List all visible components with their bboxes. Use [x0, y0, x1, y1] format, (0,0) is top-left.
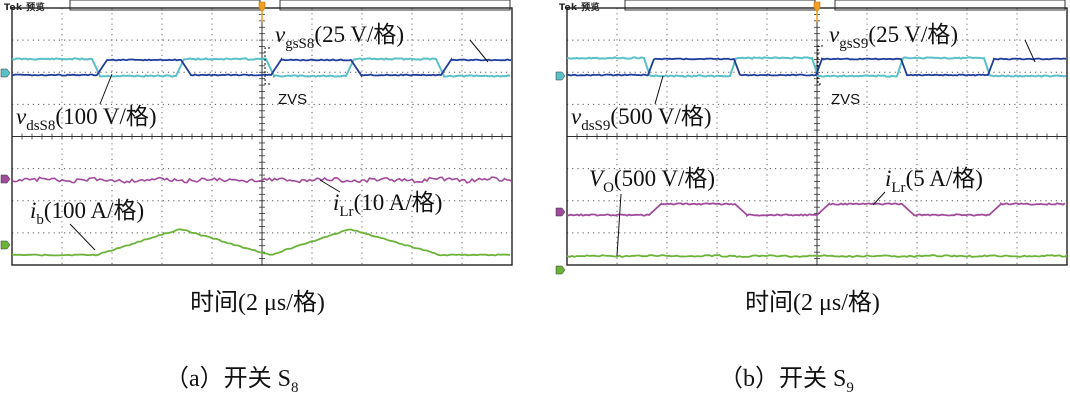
x-axis-label-a: 时间(2 μs/格): [190, 290, 325, 316]
scope-background-b: [555, 0, 1070, 290]
label-v_gsS9: vgsS9(25 V/格): [829, 22, 958, 52]
scope-plot-a: vgsS8(25 V/格)vdsS8(100 V/格)iLr(10 A/格)ib…: [0, 0, 515, 290]
label-v_dsS8: vdsS8(100 V/格): [16, 104, 157, 134]
leader-V_O: [616, 193, 622, 257]
label-i_Lr: iLr(5 A/格): [885, 166, 983, 196]
chart-panel-b: vgsS9(25 V/格) vdsS9(500 V/格) VO(500 V/格) iL…: [555, 0, 1070, 316]
label-i_Lr-sub: Lr: [891, 180, 905, 196]
label-v_dsS9-sub: dsS9: [581, 118, 610, 134]
scope-plot-b: vgsS9(25 V/格)vdsS9(500 V/格)VO(500 V/格) iL…: [555, 0, 1070, 290]
label-v_dsS9-main: v: [571, 104, 582, 129]
ground-marker-ch1-b: [555, 71, 566, 81]
ground-marker-ch4-b: [555, 265, 566, 275]
ground-marker-ch4-a: [0, 240, 11, 250]
trace-i_Lr: [11, 176, 513, 184]
trace-v_dsS9: [566, 56, 1067, 78]
leader-i_Lr: [872, 191, 886, 206]
label-V_O-sub: O: [603, 180, 614, 196]
scope-header-a: Tek 预览: [4, 3, 46, 13]
label-i_b: ib(100 A/格): [30, 198, 144, 228]
chart-panel-a: vgsS8(25 V/格) vdsS8(100 V/格) iLr(10 A/格) ib…: [0, 0, 515, 316]
label-v_gsS9-rest: (25 V/格): [868, 22, 958, 47]
label-i_Lr-main: i: [333, 190, 339, 215]
leader-v_dsS8: [99, 73, 113, 105]
trace-v_gsS8: [11, 57, 512, 78]
label-i_b-rest: (100 A/格): [44, 198, 144, 223]
leader-v_dsS9: [654, 75, 664, 105]
label-i_Lr-main: i: [885, 166, 891, 191]
scope-header-b: Tek 预览: [559, 3, 601, 13]
scope-header-box2-a: [279, 0, 511, 11]
label-v_gsS9-main: v: [829, 22, 840, 47]
ground-marker-ch1-a: [0, 68, 11, 78]
label-V_O-rest: (500 V/格): [614, 166, 715, 191]
label-i_Lr-rest: (5 A/格): [906, 166, 983, 191]
caption-b-sub: 9: [846, 379, 854, 396]
leader-v_gsS8: [469, 39, 489, 63]
trace-v_dsS8: [11, 57, 511, 79]
zvs-bracket-b: [817, 45, 823, 85]
label-V_O: VO(500 V/格): [589, 166, 715, 196]
trigger-marker-b: [813, 1, 821, 13]
label-v_dsS8-main: v: [16, 104, 27, 129]
label-i_Lr-sub: Lr: [339, 204, 353, 220]
zvs-label-b: ZVS: [831, 91, 860, 108]
label-i_b-main: i: [30, 198, 36, 223]
leader-v_gsS9: [1024, 39, 1036, 63]
trace-v_gsS9: [566, 57, 1067, 77]
trigger-marker-a: [258, 1, 266, 13]
caption-a: （a）开关 S8: [165, 358, 299, 397]
x-axis-label-b: 时间(2 μs/格): [745, 290, 880, 316]
scope-header-box2-b: [834, 0, 1066, 11]
label-i_b-sub: b: [36, 212, 44, 228]
label-v_gsS9-sub: gsS9: [839, 36, 868, 52]
label-v_dsS8-sub: dsS8: [26, 118, 55, 134]
graticule-b: [566, 7, 1068, 266]
trace-i_b: [11, 228, 511, 257]
label-v_gsS8-rest: (25 V/格): [314, 22, 404, 47]
label-v_gsS8: vgsS8(25 V/格): [275, 22, 404, 52]
label-i_Lr-rest: (10 A/格): [354, 190, 443, 215]
leader-i_b: [69, 223, 96, 251]
caption-b-text: （b）开关 S: [719, 366, 847, 392]
zvs-label-a: ZVS: [278, 91, 307, 108]
trace-i_Lr: [567, 201, 1066, 218]
caption-a-text: （a）开关 S: [165, 366, 291, 392]
label-V_O-main: V: [589, 166, 606, 191]
label-v_dsS9-rest: (500 V/格): [610, 104, 711, 129]
leader-i_Lr: [319, 179, 341, 193]
caption-a-sub: 8: [291, 379, 299, 396]
label-v_dsS9: vdsS9(500 V/格): [571, 104, 712, 134]
scope-background-a: [0, 0, 515, 290]
graticule-a: [11, 7, 513, 266]
caption-b: （b）开关 S9: [719, 358, 854, 397]
ground-marker-ch3-a: [0, 174, 11, 184]
label-v_dsS8-rest: (100 V/格): [55, 104, 156, 129]
label-v_gsS8-main: v: [275, 22, 286, 47]
label-i_Lr: iLr(10 A/格): [333, 190, 442, 220]
trace-V_O: [566, 254, 1068, 258]
ground-marker-ch3-b: [555, 207, 566, 217]
label-v_gsS8-sub: gsS8: [285, 36, 314, 52]
